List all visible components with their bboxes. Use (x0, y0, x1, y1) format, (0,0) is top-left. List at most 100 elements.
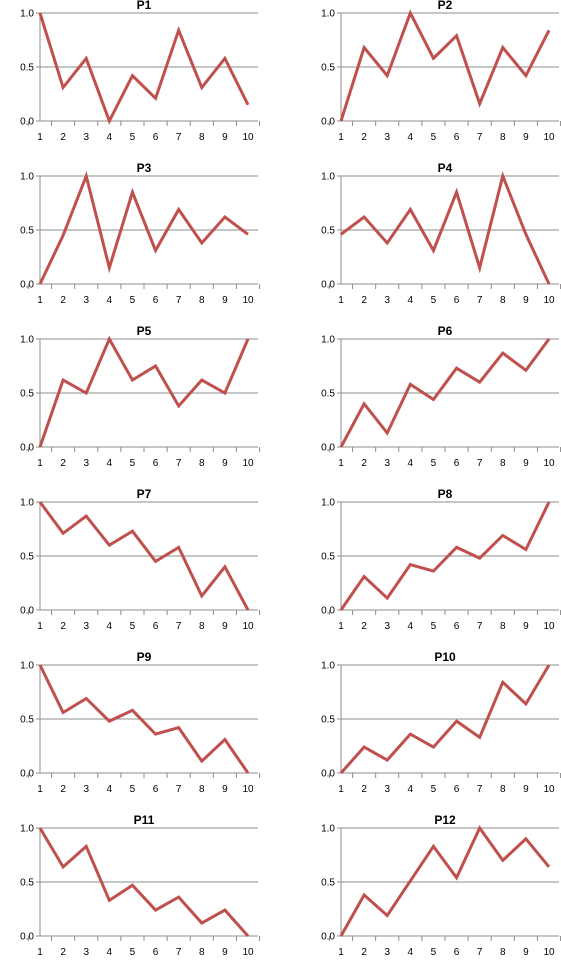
x-tick-label: 3 (384, 132, 390, 143)
chart-panel-p12: P12 0.0 0.5 1.0 1 2 3 4 5 6 7 8 9 10 (321, 813, 561, 958)
x-tick-label: 5 (130, 784, 136, 795)
x-tick-label: 2 (60, 295, 66, 306)
series-line (38, 827, 250, 937)
x-tick-label: 5 (431, 621, 437, 632)
x-tick-label: 4 (408, 132, 414, 143)
x-tick-label: 6 (454, 458, 460, 469)
x-tick-label: 1 (338, 621, 344, 632)
y-tick-label: 0.0 (321, 606, 335, 617)
series-line (339, 338, 551, 448)
x-tick-label: 4 (408, 458, 414, 469)
y-tick-label: 0.0 (321, 932, 335, 943)
y-tick-label: 0.5 (321, 63, 335, 74)
x-tick-label: 5 (130, 621, 136, 632)
x-tick-label: 3 (384, 784, 390, 795)
chart-title: P4 (438, 161, 453, 175)
y-tick-label: 1.0 (321, 9, 335, 20)
x-tick-label: 10 (242, 947, 254, 958)
series-line (340, 171, 551, 285)
x-tick-label: 1 (338, 458, 344, 469)
chart-title: P3 (137, 161, 152, 175)
x-tick-label: 6 (454, 295, 460, 306)
x-tick-label: 7 (477, 295, 483, 306)
x-tick-label: 2 (60, 947, 66, 958)
x-tick-label: 5 (431, 132, 437, 143)
x-tick-label: 10 (242, 132, 254, 143)
x-tick-label: 8 (500, 458, 506, 469)
chart-title: P11 (134, 813, 155, 827)
x-tick-label: 2 (60, 621, 66, 632)
y-tick-label: 0.0 (20, 606, 34, 617)
y-tick-label: 0.0 (20, 769, 34, 780)
x-tick-label: 9 (222, 621, 228, 632)
x-tick-label: 2 (60, 784, 66, 795)
y-tick-label: 0.5 (321, 552, 335, 563)
series-line (38, 501, 250, 611)
chart-panel-p3: P3 0.0 0.5 1.0 1 2 3 4 5 6 7 8 9 10 (20, 161, 261, 306)
y-tick-label: 1.0 (20, 9, 34, 20)
y-tick-label: 1.0 (321, 661, 335, 672)
x-tick-label: 2 (60, 458, 66, 469)
x-tick-label: 2 (60, 132, 66, 143)
x-tick-label: 3 (83, 295, 89, 306)
x-tick-label: 3 (83, 784, 89, 795)
x-tick-label: 10 (543, 947, 555, 958)
series-line (38, 664, 250, 774)
x-tick-label: 1 (338, 295, 344, 306)
x-tick-label: 10 (543, 295, 555, 306)
x-tick-label: 7 (176, 947, 182, 958)
y-tick-label: 0.5 (20, 226, 34, 237)
x-tick-label: 5 (130, 295, 136, 306)
x-tick-label: 1 (338, 784, 344, 795)
x-tick-label: 5 (431, 947, 437, 958)
x-tick-label: 5 (431, 295, 437, 306)
series-line (38, 171, 249, 285)
x-tick-label: 10 (242, 621, 254, 632)
x-tick-label: 9 (222, 132, 228, 143)
y-tick-label: 0.0 (20, 117, 34, 128)
x-tick-label: 7 (477, 458, 483, 469)
x-tick-label: 4 (408, 947, 414, 958)
chart-panel-p4: P4 0.0 0.5 1.0 1 2 3 4 5 6 7 8 9 10 (321, 161, 561, 306)
y-tick-label: 0.5 (321, 715, 335, 726)
y-tick-label: 0.5 (20, 715, 34, 726)
chart-title: P1 (137, 0, 152, 12)
x-tick-label: 4 (107, 621, 113, 632)
chart-panel-p7: P7 0.0 0.5 1.0 1 2 3 4 5 6 7 8 9 10 (20, 487, 261, 632)
series-line (339, 501, 551, 611)
x-tick-label: 10 (242, 458, 254, 469)
y-tick-label: 1.0 (321, 172, 335, 183)
x-tick-label: 10 (242, 784, 254, 795)
x-tick-label: 3 (384, 295, 390, 306)
x-tick-label: 9 (523, 132, 529, 143)
x-tick-label: 10 (543, 621, 555, 632)
chart-panel-p9: P9 0.0 0.5 1.0 1 2 3 4 5 6 7 8 9 10 (20, 650, 261, 795)
x-tick-label: 10 (543, 458, 555, 469)
x-tick-label: 1 (37, 784, 43, 795)
x-tick-label: 9 (222, 458, 228, 469)
x-tick-label: 3 (83, 947, 89, 958)
x-tick-label: 4 (408, 295, 414, 306)
x-tick-label: 9 (523, 947, 529, 958)
x-tick-label: 3 (384, 947, 390, 958)
chart-panel-p11: P11 0.0 0.5 1.0 1 2 3 4 5 6 7 8 9 10 (20, 813, 261, 958)
x-tick-label: 10 (543, 132, 555, 143)
x-tick-label: 8 (199, 947, 205, 958)
x-tick-label: 8 (199, 784, 205, 795)
y-tick-label: 1.0 (321, 498, 335, 509)
series-line (38, 12, 250, 125)
y-tick-label: 1.0 (321, 824, 335, 835)
x-tick-label: 8 (500, 132, 506, 143)
y-tick-label: 0.0 (321, 769, 335, 780)
x-tick-label: 1 (37, 947, 43, 958)
series-line (339, 9, 551, 122)
y-tick-label: 1.0 (20, 172, 34, 183)
x-tick-label: 7 (176, 132, 182, 143)
x-tick-label: 8 (199, 458, 205, 469)
chart-title: P8 (438, 487, 453, 501)
x-tick-label: 9 (222, 784, 228, 795)
y-tick-label: 0.0 (20, 932, 34, 943)
y-tick-label: 0.5 (321, 878, 335, 889)
x-tick-label: 6 (454, 132, 460, 143)
